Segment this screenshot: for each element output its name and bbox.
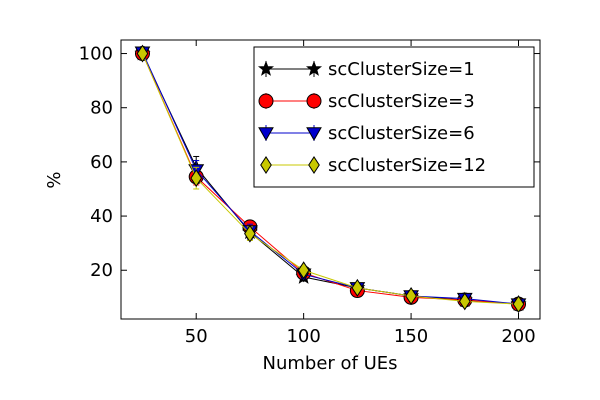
- x-axis-label: Number of UEs: [262, 353, 397, 374]
- legend-marker: [306, 93, 322, 109]
- x-tick-label: 150: [394, 326, 428, 347]
- legend-marker: [257, 60, 275, 76]
- data-point: [405, 287, 417, 305]
- legend-marker: [305, 60, 323, 76]
- y-tick-label: 80: [90, 98, 113, 119]
- series-line: [142, 51, 519, 305]
- y-tick-label: 20: [90, 260, 113, 281]
- y-axis-label: %: [44, 171, 65, 188]
- series-4: [136, 44, 525, 314]
- series-line: [142, 53, 519, 305]
- plot-marks: [134, 44, 527, 314]
- legend-label: scClusterSize=12: [328, 155, 486, 176]
- x-tick-label: 50: [185, 326, 208, 347]
- legend-marker: [260, 156, 272, 174]
- legend-entry: scClusterSize=12: [260, 155, 486, 176]
- legend-entry: scClusterSize=3: [258, 91, 475, 112]
- legend-box: [253, 46, 535, 188]
- data-point: [244, 224, 256, 243]
- axis-ticks: 50 100 150 200 20 40 60 80 100: [79, 40, 540, 347]
- x-tick-label: 100: [286, 326, 320, 347]
- data-point: [512, 295, 525, 314]
- legend-label: scClusterSize=1: [328, 59, 475, 80]
- y-tick-label: 60: [90, 152, 113, 173]
- y-tick-label: 40: [90, 206, 113, 227]
- data-point: [136, 44, 149, 63]
- data-point: [190, 169, 203, 188]
- legend-marker: [258, 93, 274, 109]
- x-tick-label: 200: [501, 326, 535, 347]
- data-point: [458, 292, 471, 311]
- series-line: [142, 53, 519, 305]
- legend: scClusterSize=1 scClusterSize=3 scClusterS…: [253, 46, 535, 188]
- legend-label: scClusterSize=6: [328, 123, 475, 144]
- legend-entry: scClusterSize=1: [257, 59, 475, 80]
- y-tick-label: 100: [79, 44, 113, 65]
- legend-label: scClusterSize=3: [328, 91, 475, 112]
- legend-marker: [306, 127, 322, 142]
- legend-marker: [258, 127, 274, 142]
- data-point: [297, 261, 310, 280]
- legend-marker: [308, 156, 320, 174]
- data-point: [351, 278, 364, 297]
- plot-frame: [120, 39, 541, 320]
- legend-entry: scClusterSize=6: [258, 123, 475, 144]
